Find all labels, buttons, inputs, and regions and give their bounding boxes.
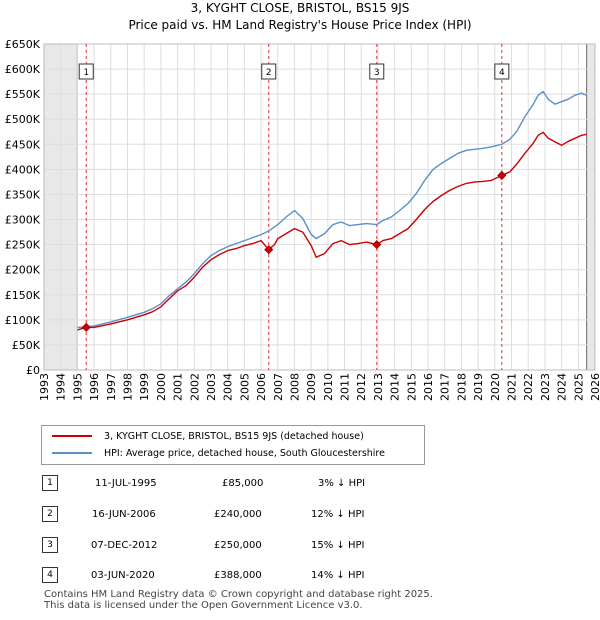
x-tick-label: 1994 (55, 373, 68, 401)
x-tick-label: 2019 (472, 373, 485, 401)
x-tick-label: 2015 (405, 373, 418, 401)
x-tick-label: 2002 (188, 373, 201, 401)
x-tick-label: 2005 (238, 373, 251, 401)
transaction-date: 07-DEC-2012 (91, 540, 158, 551)
property-price-line (77, 131, 587, 331)
x-tick-label: 2010 (322, 373, 335, 401)
transaction-number: 3 (42, 537, 58, 553)
footer: Contains HM Land Registry data © Crown c… (44, 589, 433, 611)
x-tick-label: 2014 (389, 373, 402, 401)
footer-copyright: Contains HM Land Registry data © Crown c… (44, 589, 433, 600)
x-tick-label: 2018 (455, 373, 468, 401)
y-tick-label: £150K (5, 289, 41, 302)
plot-border (43, 43, 596, 371)
sale-marker-box (261, 63, 277, 80)
x-tick-label: 2001 (172, 373, 185, 401)
legend-item-hpi: HPI: Average price, detached house, Sout… (52, 446, 385, 460)
transaction-number: 1 (42, 475, 58, 491)
sale-point (264, 245, 274, 255)
transaction-price: £388,000 (214, 570, 262, 581)
sale-point (81, 322, 91, 332)
shaded-region-right (586, 44, 595, 370)
transaction-row: 2 16-JUN-2006 £240,000 12% ↓ HPI (0, 506, 600, 526)
legend-item-property: 3, KYGHT CLOSE, BRISTOL, BS15 9JS (detac… (52, 429, 364, 443)
x-tick-label: 2021 (506, 373, 519, 401)
sale-marker-number: 4 (499, 68, 505, 78)
y-tick-label: £300K (5, 214, 41, 227)
sale-marker-box (78, 63, 94, 80)
transaction-row: 3 07-DEC-2012 £250,000 15% ↓ HPI (0, 537, 600, 557)
sale-point (372, 240, 382, 250)
x-tick-label: 2026 (589, 373, 600, 401)
y-tick-label: £200K (5, 264, 41, 277)
x-tick-label: 2020 (489, 373, 502, 401)
sale-marker-number: 3 (374, 68, 380, 78)
x-tick-label: 2009 (305, 373, 318, 401)
transaction-date: 11-JUL-1995 (95, 478, 157, 489)
transaction-hpi: 3% ↓ HPI (318, 478, 366, 489)
sale-marker-number: 1 (83, 68, 89, 78)
legend-label-hpi: HPI: Average price, detached house, Sout… (104, 447, 385, 459)
y-tick-label: £500K (5, 113, 41, 126)
x-tick-label: 1999 (138, 373, 151, 401)
x-tick-label: 2007 (272, 373, 285, 401)
y-tick-label: £600K (5, 63, 41, 76)
y-tick-label: £400K (5, 163, 41, 176)
x-tick-label: 2025 (572, 373, 585, 401)
y-tick-label: £550K (5, 88, 41, 101)
transaction-price: £250,000 (214, 540, 262, 551)
transaction-row: 1 11-JUL-1995 £85,000 3% ↓ HPI (0, 475, 600, 495)
sale-point (497, 170, 507, 180)
transaction-number: 4 (42, 567, 58, 583)
transaction-row: 4 03-JUN-2020 £388,000 14% ↓ HPI (0, 567, 600, 587)
hpi-line (77, 90, 587, 329)
transaction-hpi: 14% ↓ HPI (311, 570, 365, 581)
legend-swatch-red (52, 435, 92, 437)
legend-swatch-blue (52, 452, 92, 454)
x-tick-label: 2006 (255, 373, 268, 401)
x-tick-label: 2008 (288, 373, 301, 401)
x-tick-label: 1995 (71, 373, 84, 401)
legend-label-property: 3, KYGHT CLOSE, BRISTOL, BS15 9JS (detac… (104, 430, 364, 442)
y-tick-label: £50K (12, 339, 41, 352)
x-tick-label: 1993 (38, 373, 51, 401)
transaction-date: 16-JUN-2006 (92, 509, 156, 520)
x-tick-label: 2023 (539, 373, 552, 401)
x-tick-label: 2004 (222, 373, 235, 401)
y-tick-label: £650K (5, 38, 41, 51)
x-tick-label: 2000 (155, 373, 168, 401)
sale-marker-box (494, 63, 510, 80)
x-tick-label: 2024 (556, 373, 569, 401)
x-tick-label: 1996 (88, 373, 101, 401)
x-tick-label: 2012 (355, 373, 368, 401)
transaction-number: 2 (42, 506, 58, 522)
transaction-price: £85,000 (222, 478, 264, 489)
x-tick-label: 2017 (439, 373, 452, 401)
transaction-hpi: 15% ↓ HPI (311, 540, 365, 551)
x-tick-label: 2016 (422, 373, 435, 401)
x-tick-label: 2003 (205, 373, 218, 401)
chart-title: 3, KYGHT CLOSE, BRISTOL, BS15 9JS (190, 1, 410, 15)
y-tick-label: £350K (5, 188, 41, 201)
legend: 3, KYGHT CLOSE, BRISTOL, BS15 9JS (detac… (41, 425, 425, 465)
x-tick-label: 1997 (105, 373, 118, 401)
transaction-date: 03-JUN-2020 (91, 570, 155, 581)
y-tick-label: £250K (5, 239, 41, 252)
sale-marker-box (369, 63, 385, 80)
x-tick-label: 2022 (522, 373, 535, 401)
y-tick-label: £0 (26, 364, 40, 377)
sale-marker-number: 2 (266, 68, 272, 78)
chart-subtitle: Price paid vs. HM Land Registry's House … (128, 18, 472, 32)
transaction-price: £240,000 (214, 509, 262, 520)
transaction-hpi: 12% ↓ HPI (311, 509, 365, 520)
price-chart: £0 £50K £100K £150K £200K £250K £300K £350K £400… (5, 38, 600, 401)
y-tick-label: £450K (5, 138, 41, 151)
x-tick-label: 2013 (372, 373, 385, 401)
x-tick-label: 1998 (121, 373, 134, 401)
footer-license: This data is licensed under the Open Gov… (44, 600, 363, 611)
x-tick-label: 2011 (339, 373, 352, 401)
y-tick-label: £100K (5, 314, 41, 327)
